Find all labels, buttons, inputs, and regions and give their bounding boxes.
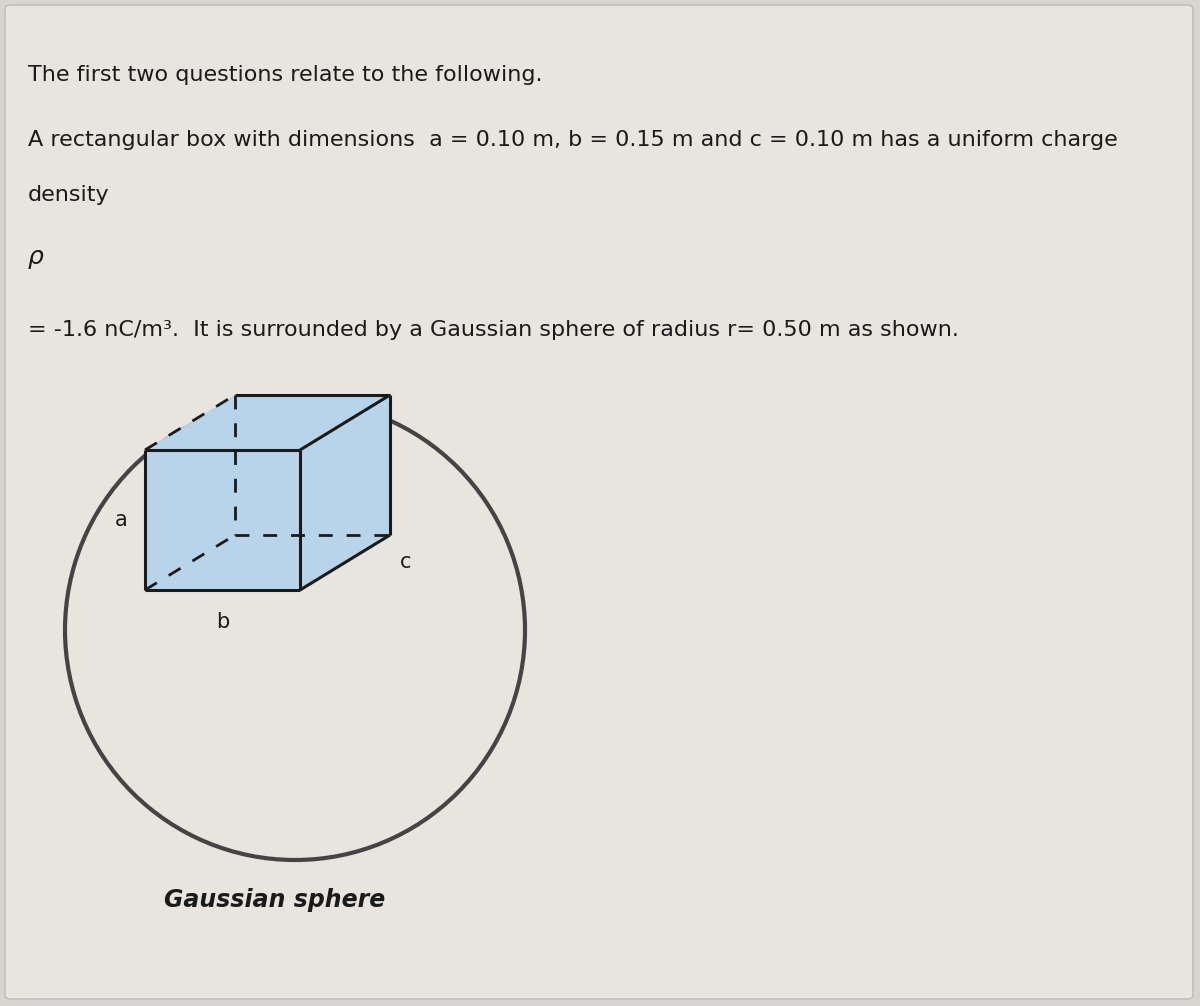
Text: = -1.6 nC/m³.  It is surrounded by a Gaussian sphere of radius r= 0.50 m as show: = -1.6 nC/m³. It is surrounded by a Gaus… bbox=[28, 320, 959, 340]
Text: The first two questions relate to the following.: The first two questions relate to the fo… bbox=[28, 65, 542, 85]
Text: c: c bbox=[400, 552, 412, 572]
Text: ρ: ρ bbox=[28, 245, 44, 269]
Polygon shape bbox=[145, 395, 390, 450]
Text: a: a bbox=[114, 510, 127, 530]
FancyBboxPatch shape bbox=[5, 5, 1193, 999]
Text: A rectangular box with dimensions  a = 0.10 m, b = 0.15 m and c = 0.10 m has a u: A rectangular box with dimensions a = 0.… bbox=[28, 130, 1117, 150]
Polygon shape bbox=[145, 450, 300, 590]
Text: Gaussian sphere: Gaussian sphere bbox=[164, 888, 385, 912]
Text: density: density bbox=[28, 185, 109, 205]
Text: b: b bbox=[216, 612, 229, 632]
Polygon shape bbox=[300, 395, 390, 590]
